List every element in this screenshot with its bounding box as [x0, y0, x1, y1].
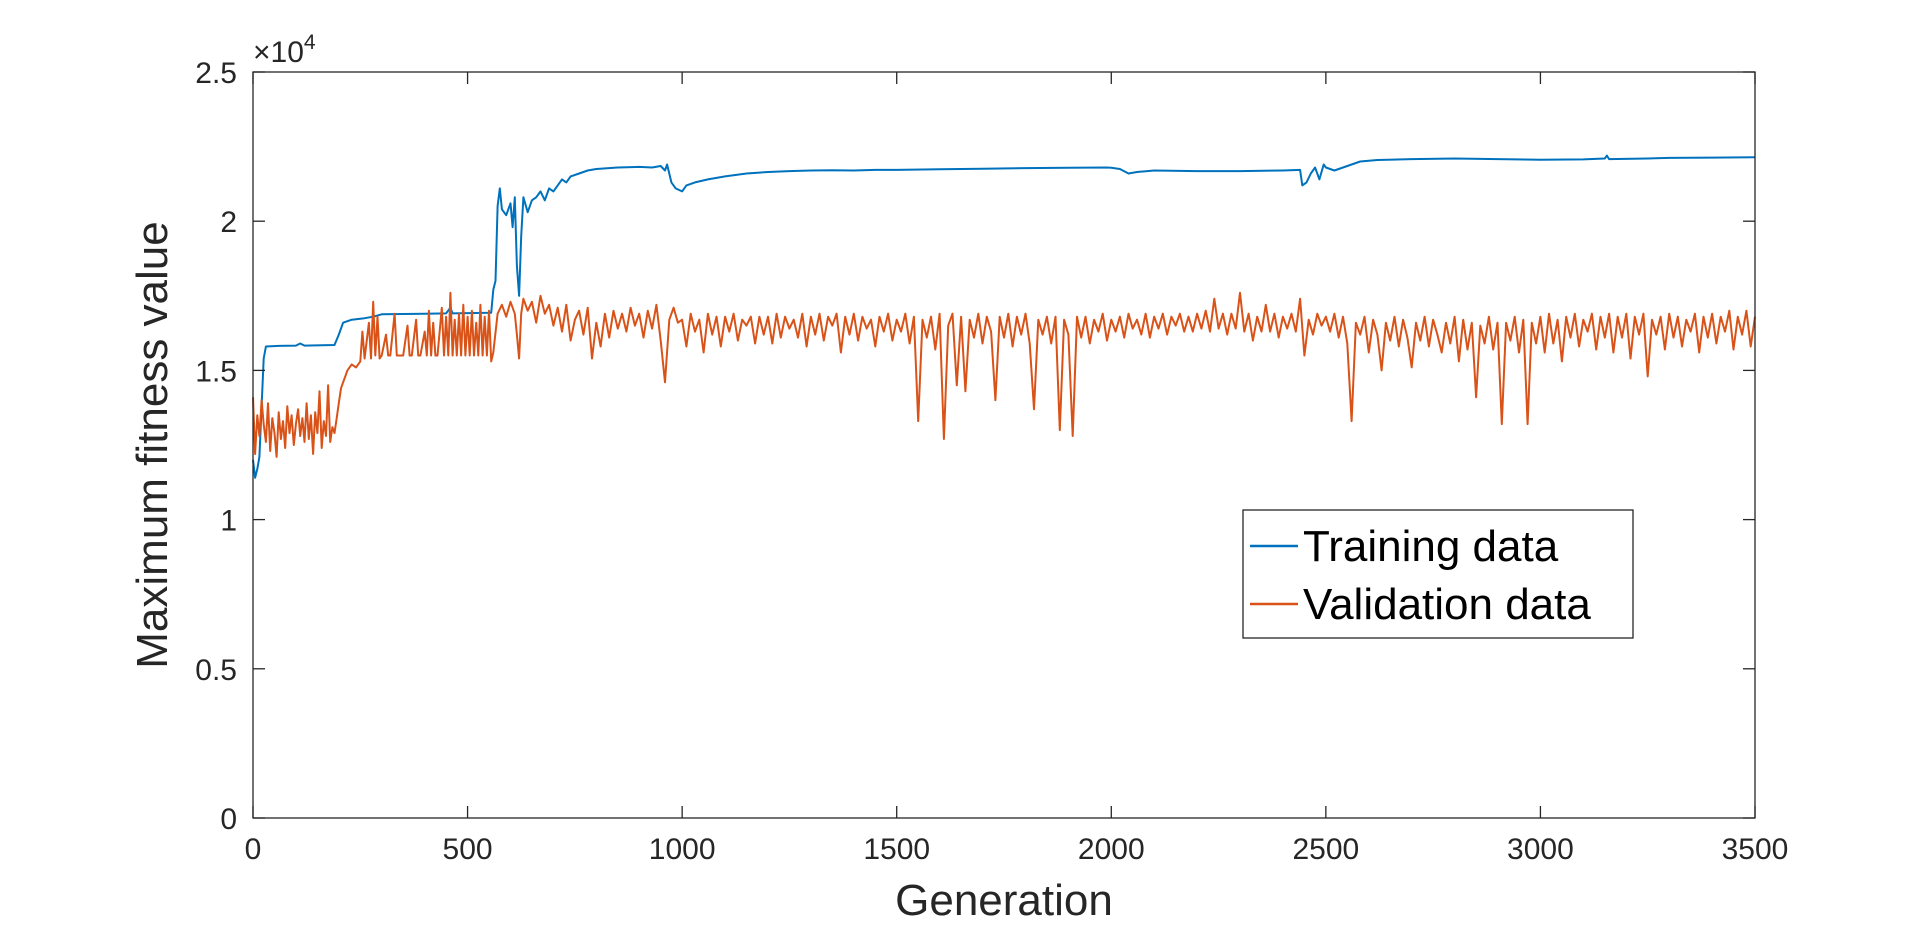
- x-tick-label: 2500: [1292, 833, 1359, 866]
- x-axis-label: Generation: [895, 876, 1113, 925]
- legend-label: Validation data: [1303, 580, 1591, 629]
- y-exponent-power: 4: [304, 31, 316, 54]
- legend-box: [1242, 509, 1634, 639]
- x-tick-label: 1000: [649, 833, 716, 866]
- y-tick-label: 2: [220, 206, 237, 239]
- y-axis: 0 0.5 1 1.5 2 2.5: [195, 57, 1755, 836]
- y-exponent-base: ×10: [253, 36, 304, 69]
- y-tick-label: 2.5: [195, 57, 237, 90]
- x-tick-label: 1500: [863, 833, 930, 866]
- legend: Training data Validation data: [1242, 509, 1634, 639]
- legend-items: Training data Validation data: [1250, 522, 1591, 629]
- y-tick-label: 0.5: [195, 654, 237, 687]
- x-tick-label: 500: [443, 833, 493, 866]
- y-tick-label: 1: [220, 505, 237, 538]
- x-axis: 0 500 1000 1500 2000 2500 3000 3500: [245, 72, 1789, 866]
- series-line-training: [252, 154, 1756, 479]
- x-tick-label: 3000: [1507, 833, 1574, 866]
- y-exponent-label: ×104: [253, 31, 316, 69]
- y-axis-label: Maximum fitness value: [128, 221, 177, 668]
- x-tick-label: 0: [245, 833, 262, 866]
- series-line-validation: [252, 291, 1756, 458]
- y-tick-label: 0: [220, 803, 237, 836]
- y-tick-label: 1.5: [195, 355, 237, 388]
- x-tick-label: 3500: [1722, 833, 1789, 866]
- legend-label: Training data: [1303, 522, 1559, 571]
- x-tick-label: 2000: [1078, 833, 1145, 866]
- plot-area: [253, 72, 1755, 818]
- series-layer: [252, 154, 1756, 479]
- axes-box: [252, 71, 1756, 819]
